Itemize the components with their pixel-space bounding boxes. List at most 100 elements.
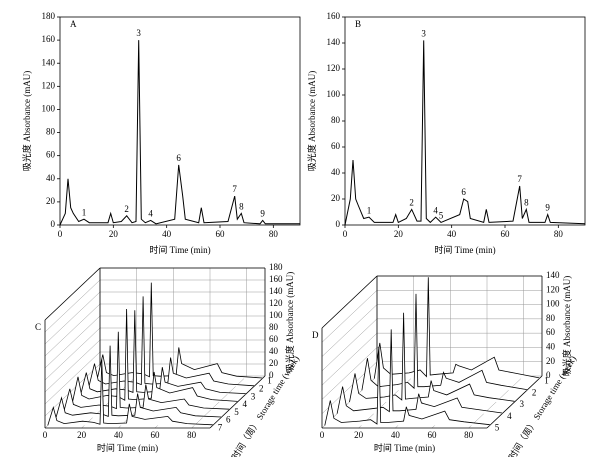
trace-mask — [64, 331, 230, 410]
trace-line — [324, 346, 490, 426]
z-tick-label: 5 — [234, 407, 239, 417]
peak-label: 3 — [421, 28, 426, 38]
x-axis-label: 时间 Time (min) — [97, 442, 158, 453]
chromatogram-line — [344, 40, 586, 226]
panel-label: B — [355, 19, 361, 29]
y-tick-label: 60 — [546, 327, 556, 337]
y-tick-label: 160 — [327, 11, 341, 21]
y-tick-label: 180 — [269, 262, 283, 272]
trace-mask — [47, 359, 213, 426]
grid-line — [44, 339, 101, 393]
trace-line — [72, 308, 238, 403]
y-tick-label: 80 — [269, 322, 279, 332]
y-tick-label: 100 — [42, 104, 56, 114]
y-tick-label: 60 — [269, 334, 279, 344]
y-axis-label: 吸光度 Absorbance (mAU) — [561, 276, 572, 376]
plot-frame — [59, 16, 301, 226]
y-tick-label: 100 — [269, 310, 283, 320]
grid-line — [44, 291, 101, 345]
panel-label: C — [35, 322, 41, 332]
y-tick-label: 0 — [269, 370, 274, 380]
x-tick-label: 0 — [343, 229, 348, 239]
y-tick-label: 140 — [546, 270, 560, 280]
z-tick-label: 2 — [259, 383, 264, 393]
z-axis-label: 贮藏时间（周） Storage time (week) — [219, 353, 301, 457]
y-axis-label: 吸光度 Absorbance (mAU) — [21, 71, 32, 171]
peak-label: 4 — [433, 205, 438, 215]
peak-label: 6 — [176, 153, 181, 163]
z-axis-label: 贮藏时间（周） Storage time (week) — [496, 353, 578, 457]
x-tick-label: 20 — [109, 229, 119, 239]
peak-label: 1 — [367, 205, 372, 215]
y-tick-label: 40 — [269, 346, 279, 356]
grid-line — [44, 327, 101, 381]
x-tick-label: 0 — [320, 430, 325, 440]
peak-label: 2 — [124, 204, 129, 214]
trace-line — [349, 312, 515, 403]
peak-label: 3 — [136, 28, 141, 38]
axis-edge — [321, 275, 378, 329]
grid-line — [44, 315, 101, 369]
x-tick-label: 60 — [428, 430, 438, 440]
z-tick-label: 2 — [532, 387, 537, 397]
x-tick-label: 60 — [501, 229, 511, 239]
trace-mask — [72, 309, 238, 402]
trace-line — [88, 296, 255, 387]
y-tick-label: 120 — [327, 63, 341, 73]
x-tick-label: 80 — [554, 229, 564, 239]
grid-line — [321, 304, 378, 357]
y-tick-label: 40 — [546, 341, 556, 351]
grid-line — [44, 279, 101, 333]
y-tick-label: 0 — [336, 219, 341, 229]
trace-mask — [80, 310, 246, 395]
x-axis-label: 时间 Time (min) — [149, 244, 210, 255]
y-tick-label: 120 — [546, 284, 560, 294]
trace-line — [55, 345, 222, 418]
z-tick-label: 4 — [243, 399, 248, 409]
grid-line — [321, 318, 378, 372]
z-tick-label: 5 — [495, 422, 500, 432]
z-tick-label: 3 — [520, 399, 525, 409]
y-tick-label: 160 — [269, 274, 283, 284]
peak-label: 6 — [461, 187, 466, 197]
trace-mask — [97, 282, 263, 379]
peak-label: 7 — [517, 174, 522, 184]
y-tick-label: 20 — [546, 356, 556, 366]
grid-line — [44, 351, 101, 405]
peak-label: 9 — [260, 208, 265, 218]
y-tick-label: 80 — [331, 115, 341, 125]
z-tick-label: 7 — [218, 422, 223, 432]
grid-line — [321, 347, 378, 400]
peak-label: 5 — [439, 210, 444, 220]
chromatogram-line — [59, 40, 300, 226]
peak-label: 2 — [409, 197, 414, 207]
y-tick-label: 20 — [46, 196, 56, 206]
peak-label: 4 — [148, 208, 153, 218]
grid-line — [321, 290, 378, 343]
x-tick-label: 40 — [162, 229, 172, 239]
y-axis-label: 吸光度 Absorbance (mAU) — [306, 71, 317, 171]
peak-label: 8 — [524, 197, 529, 207]
x-tick-label: 80 — [464, 430, 474, 440]
trace-line — [80, 310, 246, 395]
axis-edge — [44, 267, 101, 321]
trace-line — [47, 359, 213, 426]
x-tick-label: 20 — [394, 229, 404, 239]
z-tick-label: 3 — [251, 391, 256, 401]
x-axis-label: 时间 Time (min) — [374, 442, 435, 453]
y-tick-label: 60 — [46, 150, 56, 160]
x-tick-label: 20 — [354, 430, 364, 440]
x-tick-label: 20 — [77, 430, 87, 440]
y-tick-label: 20 — [331, 193, 341, 203]
y-tick-label: 120 — [269, 298, 283, 308]
y-tick-label: 140 — [42, 57, 56, 67]
y-axis-label: 吸光度 Absorbance (mAU) — [284, 272, 295, 372]
y-tick-label: 180 — [42, 11, 56, 21]
y-tick-label: 80 — [546, 313, 556, 323]
y-tick-label: 0 — [51, 219, 56, 229]
y-tick-label: 20 — [269, 358, 279, 368]
trace-line — [96, 282, 263, 379]
y-tick-label: 100 — [327, 89, 341, 99]
grid-line — [321, 332, 378, 386]
y-tick-label: 160 — [42, 34, 56, 44]
